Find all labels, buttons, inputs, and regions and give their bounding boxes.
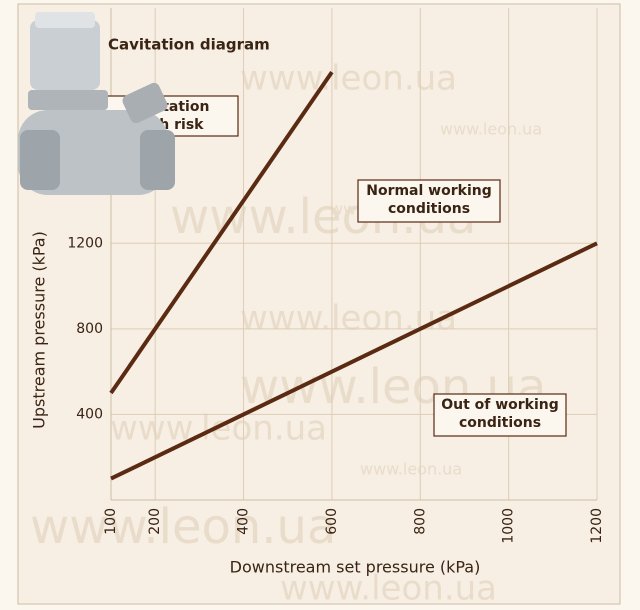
grid: 100 200 400 600 800 1000 1200 400 800 1200 — [67, 8, 605, 544]
watermark: www.leon.ua — [240, 299, 457, 339]
watermarks: www.leon.ua www.leon.ua www.leon.ua www.leo… — [30, 59, 546, 609]
valve-outlet — [140, 130, 175, 190]
watermark: www.leon.ua — [30, 499, 336, 555]
x-axis-title: Downstream set pressure (kPa) — [230, 558, 481, 577]
annotation-text: Out of working — [441, 397, 559, 413]
y-tick-label: 800 — [76, 321, 103, 337]
watermark: www.leon.ua — [280, 569, 497, 609]
valve-cap — [30, 20, 100, 90]
x-tick-label: 100 — [103, 508, 119, 535]
data-line — [110, 241, 598, 481]
valve-illustration — [18, 12, 175, 195]
watermark: www.leon.ua — [360, 460, 462, 479]
valve-gauge-port — [122, 82, 168, 124]
annotation-box — [357, 179, 501, 223]
x-tick-label: 1000 — [501, 508, 517, 544]
y-tick-label: 1200 — [67, 235, 103, 251]
chart-title: Cavitation diagram — [108, 36, 270, 54]
annotation-box — [433, 393, 567, 437]
data-line — [109, 71, 334, 395]
y-tick-label: 400 — [76, 406, 103, 422]
valve-ring — [28, 90, 108, 110]
plot — [109, 71, 598, 481]
x-tick-label: 600 — [324, 508, 340, 535]
x-tick-label: 800 — [412, 508, 428, 535]
annotation-text: conditions — [388, 201, 470, 217]
valve-top — [35, 12, 95, 28]
annotation-text: Normal working — [366, 183, 492, 199]
valve-inlet — [20, 130, 60, 190]
watermark: www.leon.ua — [440, 120, 542, 139]
watermark: www.leon.ua — [240, 59, 457, 99]
x-tick-label: 200 — [147, 508, 163, 535]
annotation-text: conditions — [459, 415, 541, 431]
x-tick-label: 400 — [236, 508, 252, 535]
y-axis-title: Upstream pressure (kPa) — [30, 231, 49, 429]
x-tick-label: 1200 — [589, 508, 605, 544]
